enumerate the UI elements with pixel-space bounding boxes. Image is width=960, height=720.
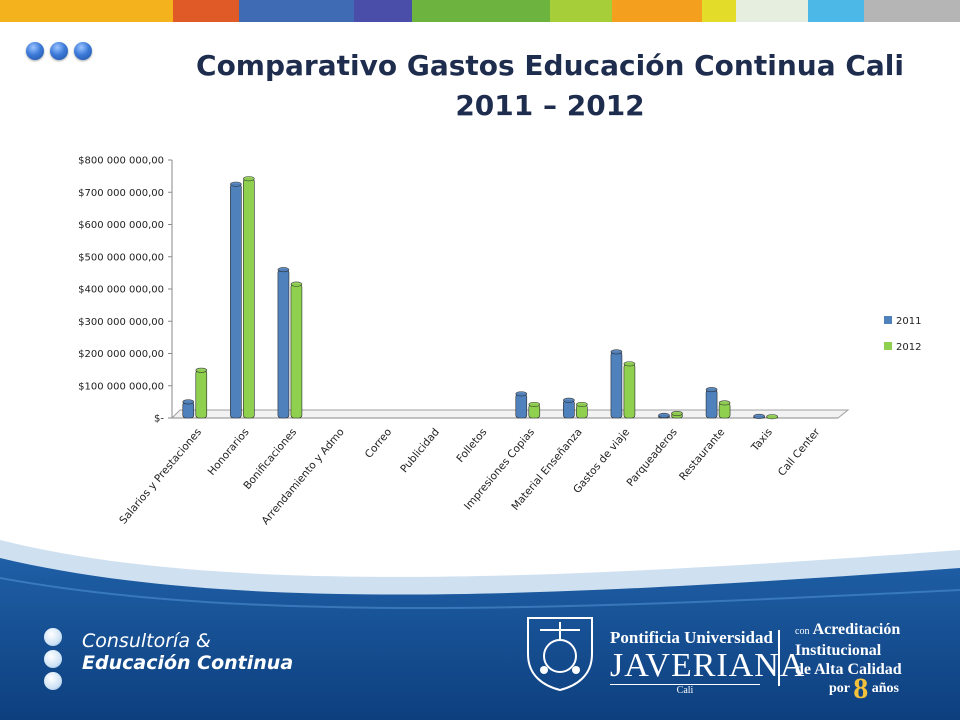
x-category-label: Salarios y Prestaciones — [117, 426, 204, 526]
acred-por: por — [829, 681, 850, 696]
bar-chart: $- $100 000 000,00 $200 000 000,00 $300 000… — [78, 156, 921, 528]
acred-line-2: Institucional — [795, 642, 882, 659]
legend-label: 2011 — [896, 316, 921, 327]
stripe-segment — [173, 0, 239, 22]
top-color-stripe — [0, 0, 960, 22]
bar — [515, 393, 528, 419]
puj-line-2: JAVERIANA — [610, 647, 806, 684]
y-tick-label: $400 000 000,00 — [78, 285, 164, 296]
title-line-2: 2011 – 2012 — [455, 89, 645, 122]
x-category-label: Honorarios — [206, 426, 252, 478]
stripe-segment — [736, 0, 808, 22]
legend-swatch — [884, 316, 892, 324]
bar-cap — [671, 410, 683, 416]
y-tick-label: $600 000 000,00 — [78, 220, 164, 231]
consultoria-logo-text: Consultoría & Educación Continua — [82, 630, 293, 674]
stripe-segment — [354, 0, 412, 22]
consult-line-1: Consultoría & — [82, 630, 211, 652]
consult-line-2: Educación Continua — [82, 652, 294, 674]
university-crest-icon — [527, 617, 593, 692]
x-category-label: Publicidad — [398, 426, 442, 475]
stripe-segment — [864, 0, 960, 22]
stripe-segment — [0, 0, 173, 22]
circle-icon — [44, 628, 62, 646]
footer-bullet-dots — [44, 628, 62, 694]
legend-swatch — [884, 342, 892, 350]
bar-cap — [718, 400, 731, 406]
bar — [290, 283, 303, 419]
bar-cap — [515, 391, 528, 397]
x-category-label: Restaurante — [677, 426, 727, 483]
x-category-label: Call Center — [776, 426, 823, 479]
acred-line-3: de Alta Calidad — [795, 661, 902, 678]
bar-cap — [277, 267, 290, 273]
circle-icon — [44, 672, 62, 690]
y-tick-label: $- — [154, 414, 164, 425]
bar-cap — [230, 181, 242, 187]
bar-cap — [705, 387, 718, 393]
puj-line-3: Cali — [610, 684, 760, 696]
stripe-segment — [550, 0, 612, 22]
bar — [277, 269, 290, 419]
footer-band — [0, 540, 960, 720]
y-tick-label: $300 000 000,00 — [78, 317, 164, 328]
legend-label: 2012 — [896, 342, 921, 353]
chart-floor — [170, 409, 850, 419]
x-category-label: Taxis — [749, 426, 775, 454]
acred-anos: años — [871, 681, 899, 696]
bar-cap — [610, 349, 623, 355]
accreditation-text: con Acreditación Institucional de Alta C… — [795, 620, 902, 704]
bar — [705, 389, 718, 419]
stripe-segment — [808, 0, 864, 22]
acred-number: 8 — [853, 672, 869, 705]
y-tick-label: $500 000 000,00 — [78, 252, 164, 263]
stripe-segment — [612, 0, 702, 22]
bar-cap — [195, 367, 208, 373]
bar — [230, 183, 242, 419]
blue-dot-icon — [50, 42, 68, 60]
blue-dot-icon — [74, 42, 92, 60]
bar-cap — [623, 361, 636, 367]
bar — [243, 178, 255, 419]
bar-cap — [576, 401, 588, 407]
stripe-segment — [412, 0, 550, 22]
y-tick-label: $800 000 000,00 — [78, 156, 164, 167]
bar — [563, 399, 575, 419]
slide-bullet-dots — [26, 42, 92, 60]
stripe-segment — [239, 0, 354, 22]
bar — [623, 363, 636, 419]
bar-cap — [766, 414, 778, 420]
y-tick-label: $100 000 000,00 — [78, 381, 164, 392]
blue-dot-icon — [26, 42, 44, 60]
puj-line-1: Pontificia Universidad — [610, 628, 773, 647]
y-tick-label: $700 000 000,00 — [78, 188, 164, 199]
x-category-label: Arrendamiento y Admo — [259, 426, 346, 527]
bar — [195, 369, 208, 419]
stripe-segment — [702, 0, 736, 22]
y-tick-label: $200 000 000,00 — [78, 349, 164, 360]
bar-cap — [563, 397, 575, 403]
acred-line-1: Acreditación — [812, 621, 901, 638]
logo-divider — [778, 630, 780, 686]
university-name: Pontificia Universidad JAVERIANA Cali — [610, 628, 805, 696]
bar-cap — [753, 413, 765, 419]
title-line-1: Comparativo Gastos Educación Continua Ca… — [196, 49, 904, 82]
bar-cap — [243, 176, 255, 182]
bar — [610, 351, 623, 419]
bar-cap — [290, 281, 303, 287]
slide-title: Comparativo Gastos Educación Continua Ca… — [170, 46, 930, 126]
x-category-label: Parqueaderos — [624, 426, 679, 489]
bar-cap — [182, 399, 195, 405]
circle-icon — [44, 650, 62, 668]
x-category-label: Folletos — [454, 426, 489, 465]
x-category-label: Correo — [363, 426, 395, 460]
bar-cap — [658, 412, 670, 418]
acred-con: con — [795, 626, 810, 637]
bar-cap — [528, 401, 541, 407]
